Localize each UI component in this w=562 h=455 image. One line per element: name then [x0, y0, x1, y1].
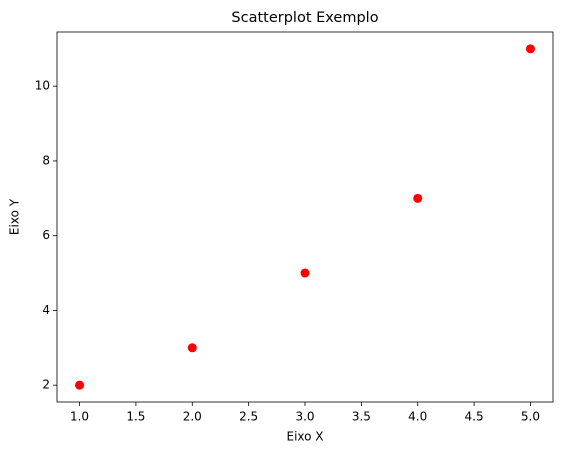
- x-tick-label: 4.0: [408, 410, 427, 424]
- point: [525, 44, 535, 54]
- chart-title: Scatterplot Exemplo: [231, 10, 378, 26]
- point: [413, 193, 423, 203]
- x-tick-label: 1.0: [70, 410, 89, 424]
- x-tick-label: 1.5: [126, 410, 145, 424]
- y-tick-label: 6: [42, 228, 50, 242]
- point: [300, 268, 310, 278]
- y-tick-label: 4: [42, 303, 50, 317]
- y-tick-label: 8: [42, 153, 50, 167]
- x-tick-label: 2.0: [183, 410, 202, 424]
- x-tick-label: 3.5: [352, 410, 371, 424]
- x-tick-label: 4.5: [465, 410, 484, 424]
- y-tick-label: 10: [35, 79, 50, 93]
- plot-frame: [56, 31, 554, 403]
- point: [187, 343, 197, 353]
- point: [75, 380, 85, 390]
- x-axis-label: Eixo X: [286, 430, 323, 444]
- y-tick-label: 2: [42, 378, 50, 392]
- x-tick-label: 5.0: [521, 410, 540, 424]
- x-tick-label: 3.0: [295, 410, 314, 424]
- y-axis-label: Eixo Y: [8, 198, 22, 235]
- x-tick-label: 2.5: [239, 410, 258, 424]
